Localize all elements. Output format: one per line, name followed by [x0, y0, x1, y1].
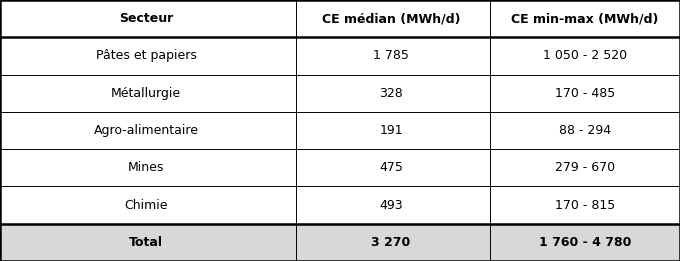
Text: Mines: Mines [128, 161, 165, 174]
Text: 88 - 294: 88 - 294 [559, 124, 611, 137]
Text: 279 - 670: 279 - 670 [555, 161, 615, 174]
Text: 1 785: 1 785 [373, 49, 409, 62]
Text: 1 050 - 2 520: 1 050 - 2 520 [543, 49, 627, 62]
Text: CE min-max (MWh/d): CE min-max (MWh/d) [511, 12, 658, 25]
Text: Agro-alimentaire: Agro-alimentaire [94, 124, 199, 137]
Text: Secteur: Secteur [119, 12, 173, 25]
Text: 191: 191 [379, 124, 403, 137]
Text: 170 - 485: 170 - 485 [555, 87, 615, 100]
Text: 493: 493 [379, 199, 403, 212]
Bar [0, 224, 680, 261]
Text: Métallurgie: Métallurgie [111, 87, 182, 100]
Text: 170 - 815: 170 - 815 [555, 199, 615, 212]
Text: 328: 328 [379, 87, 403, 100]
Text: 475: 475 [379, 161, 403, 174]
Text: 1 760 - 4 780: 1 760 - 4 780 [539, 236, 631, 249]
Text: Pâtes et papiers: Pâtes et papiers [96, 49, 197, 62]
Text: Total: Total [129, 236, 163, 249]
Text: Chimie: Chimie [124, 199, 168, 212]
Text: 3 270: 3 270 [371, 236, 411, 249]
Text: CE médian (MWh/d): CE médian (MWh/d) [322, 12, 460, 25]
